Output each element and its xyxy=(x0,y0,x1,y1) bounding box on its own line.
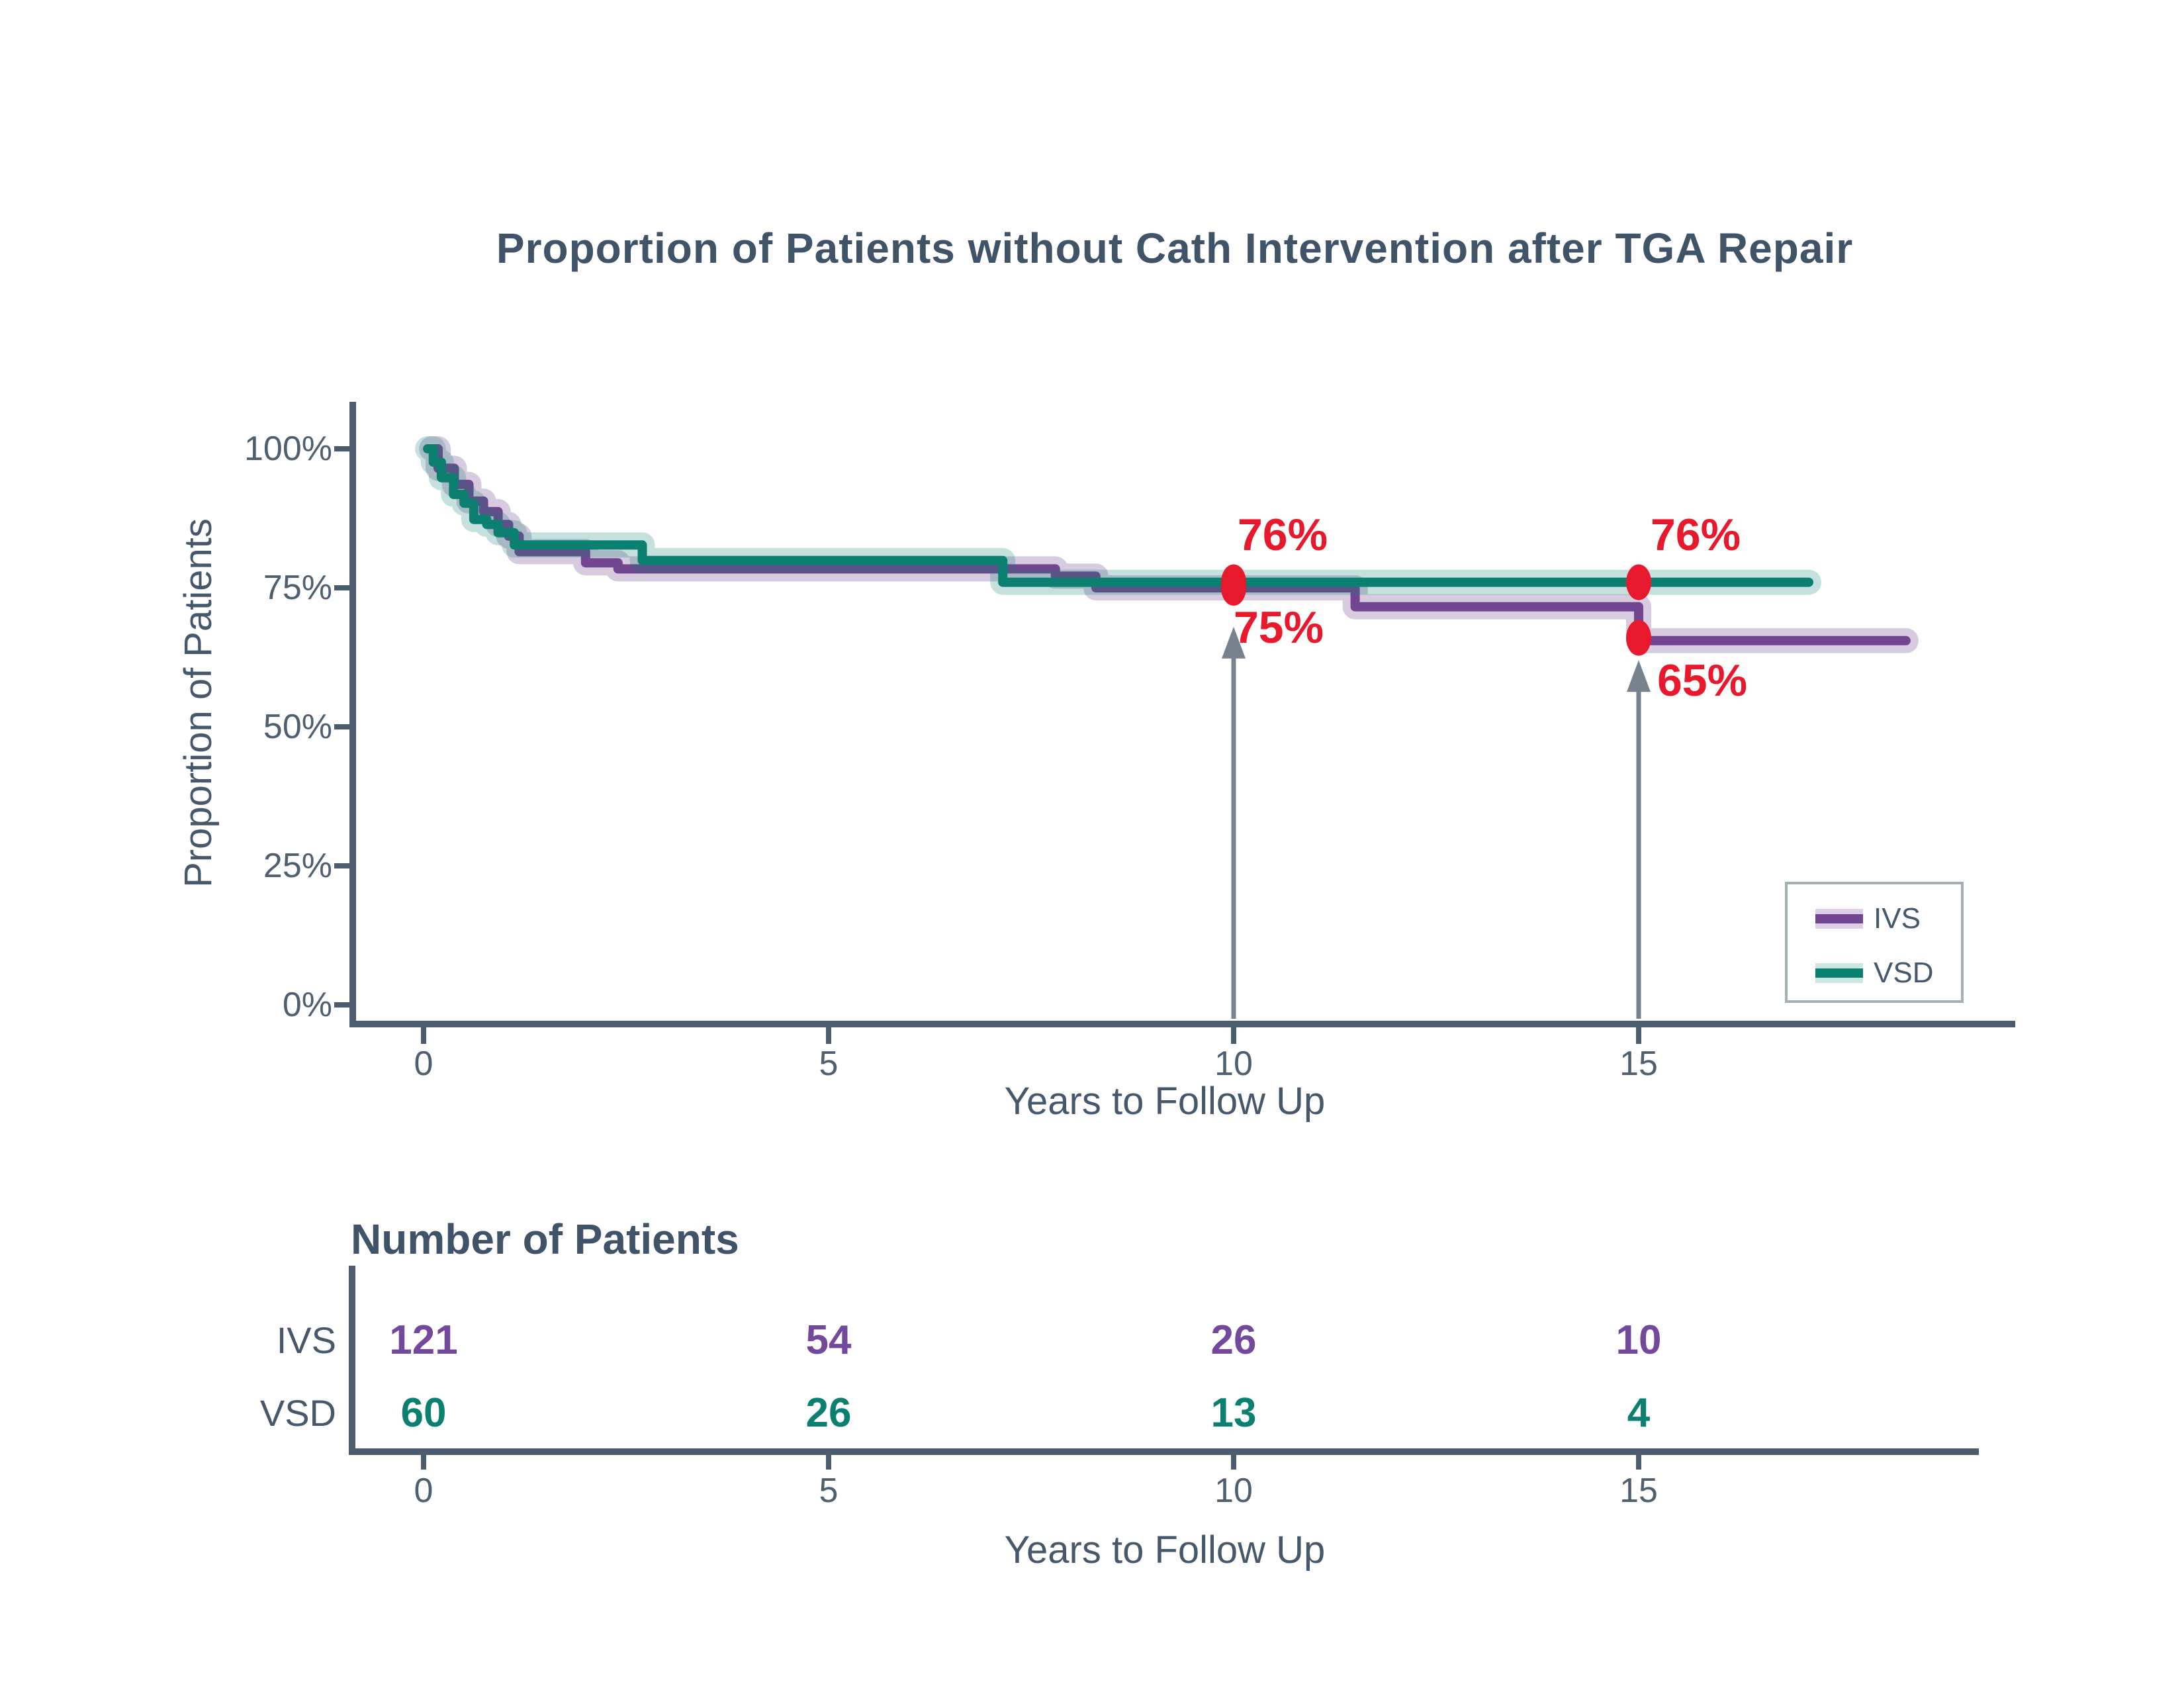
table-tick-label-15: 15 xyxy=(1619,1472,1658,1510)
x-tick-label-10: 10 xyxy=(1214,1045,1253,1083)
x-axis-title: Years to Follow Up xyxy=(1004,1080,1326,1123)
risk-count-vsd-10yr: 13 xyxy=(1210,1390,1257,1436)
risk-row-label-vsd: VSD xyxy=(259,1392,336,1434)
ivs-line-swatch xyxy=(1815,904,1863,933)
x-tick-label-15: 15 xyxy=(1619,1045,1658,1083)
milestone-dot-vsd-15yr xyxy=(1626,564,1651,600)
y-tick-label-75: 75% xyxy=(263,569,332,607)
vsd-curve-halo xyxy=(415,436,1821,595)
table-x-axis-title: Years to Follow Up xyxy=(1004,1528,1326,1571)
risk-count-ivs-10yr: 26 xyxy=(1210,1317,1257,1363)
ivs-swatch-core xyxy=(1815,914,1863,923)
vsd-line-swatch xyxy=(1815,959,1863,988)
annotation-arrow-head xyxy=(1222,626,1246,659)
chart-title: Proportion of Patients without Cath Inte… xyxy=(496,224,1854,272)
callout-10yr-ivs: 75% xyxy=(1233,602,1324,653)
risk-count-vsd-0yr: 60 xyxy=(400,1390,447,1436)
callout-15yr-ivs: 65% xyxy=(1657,655,1748,706)
y-tick-label-0: 0% xyxy=(282,986,332,1024)
y-tick-label-100: 100% xyxy=(244,430,332,468)
legend-entry-ivs: IVS xyxy=(1815,902,1921,935)
callout-10yr-vsd: 76% xyxy=(1237,510,1328,560)
vsd-swatch-core xyxy=(1815,968,1863,978)
risk-count-ivs-0yr: 121 xyxy=(389,1317,458,1363)
milestone-dot-ivs-15yr xyxy=(1626,620,1651,656)
vsd-curve xyxy=(423,444,1813,587)
risk-table-axes xyxy=(349,1266,1979,1455)
y-tick-label-25: 25% xyxy=(263,847,332,885)
x-tick-label-5: 5 xyxy=(819,1045,839,1083)
legend-entry-vsd: VSD xyxy=(1815,957,1934,989)
table-tick-label-10: 10 xyxy=(1214,1472,1253,1510)
plot-axes xyxy=(349,402,2015,1027)
legend-label-vsd: VSD xyxy=(1874,957,1934,989)
risk-row-label-ivs: IVS xyxy=(276,1319,336,1361)
risk-count-ivs-5yr: 54 xyxy=(805,1317,852,1363)
risk-count-vsd-15yr: 4 xyxy=(1627,1390,1651,1436)
callout-15yr-vsd: 76% xyxy=(1650,510,1741,560)
risk-count-vsd-5yr: 26 xyxy=(805,1390,852,1436)
risk-table-title: Number of Patients xyxy=(351,1215,739,1263)
annotation-arrow-head xyxy=(1627,660,1651,692)
x-tick-label-0: 0 xyxy=(414,1045,433,1083)
y-axis-title: Proportion of Patients xyxy=(177,518,220,888)
risk-count-ivs-15yr: 10 xyxy=(1615,1317,1662,1363)
legend: IVS VSD xyxy=(1785,882,1964,1003)
legend-label-ivs: IVS xyxy=(1874,902,1921,935)
y-tick-label-50: 50% xyxy=(263,708,332,746)
table-tick-label-0: 0 xyxy=(414,1472,433,1510)
table-tick-label-5: 5 xyxy=(819,1472,839,1510)
milestone-dot-ivs-10yr xyxy=(1221,570,1246,606)
